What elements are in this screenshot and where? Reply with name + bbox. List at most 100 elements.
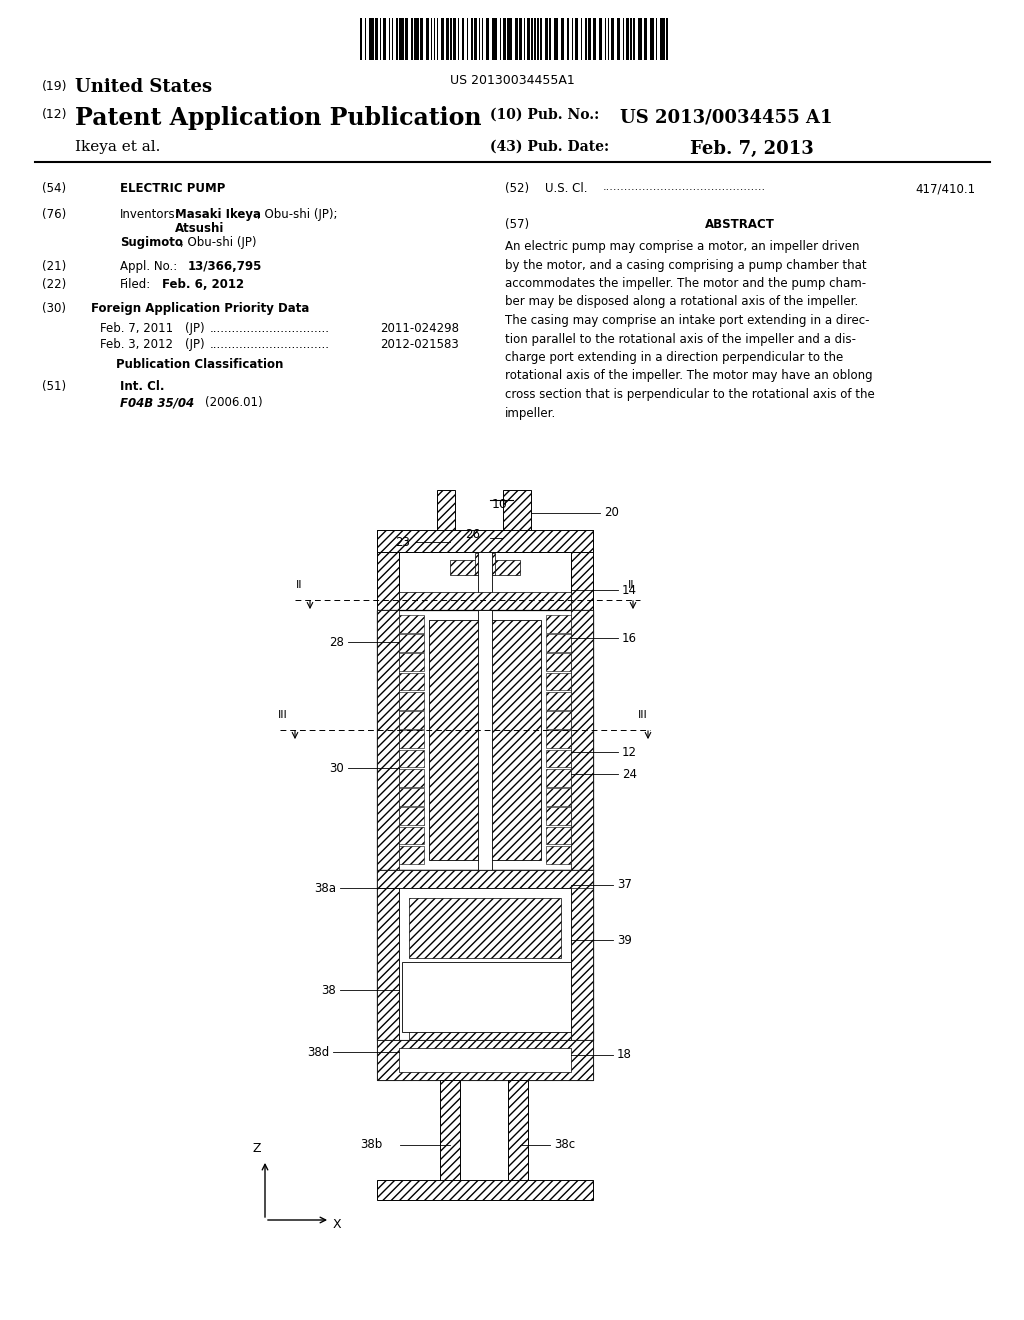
- Bar: [467, 18, 468, 59]
- Text: 39: 39: [617, 933, 632, 946]
- Bar: [514, 18, 517, 59]
- Bar: [450, 18, 452, 59]
- Bar: [630, 18, 632, 59]
- Bar: [391, 18, 393, 59]
- Bar: [546, 788, 571, 805]
- Bar: [377, 870, 399, 1040]
- Bar: [486, 18, 489, 59]
- Text: III: III: [278, 710, 288, 719]
- Text: Filed:: Filed:: [120, 279, 152, 290]
- Bar: [534, 18, 536, 59]
- Bar: [507, 18, 512, 59]
- Text: (22): (22): [42, 279, 67, 290]
- Text: III: III: [638, 710, 648, 719]
- Bar: [409, 970, 571, 1045]
- Bar: [365, 18, 366, 59]
- Bar: [458, 18, 459, 59]
- Bar: [377, 870, 593, 888]
- Bar: [610, 18, 613, 59]
- Text: (51): (51): [42, 380, 67, 393]
- Text: (JP): (JP): [185, 338, 205, 351]
- Bar: [666, 18, 668, 59]
- Bar: [519, 18, 522, 59]
- Bar: [429, 620, 541, 861]
- Bar: [567, 18, 568, 59]
- Bar: [377, 531, 593, 552]
- Bar: [546, 768, 571, 787]
- Bar: [399, 888, 571, 1040]
- Text: 13/366,795: 13/366,795: [188, 260, 262, 273]
- Text: Feb. 3, 2012: Feb. 3, 2012: [100, 338, 173, 351]
- Text: Z: Z: [253, 1142, 261, 1155]
- Bar: [492, 18, 497, 59]
- Bar: [441, 18, 444, 59]
- Text: , Obu-shi (JP): , Obu-shi (JP): [180, 236, 256, 249]
- Bar: [399, 711, 424, 729]
- Bar: [593, 18, 596, 59]
- Bar: [546, 750, 571, 767]
- Bar: [440, 1080, 460, 1191]
- Bar: [426, 18, 429, 59]
- Text: II: II: [296, 579, 302, 590]
- Bar: [503, 490, 531, 531]
- Bar: [561, 18, 564, 59]
- Text: Atsushi: Atsushi: [175, 222, 224, 235]
- Bar: [402, 962, 571, 1032]
- Bar: [604, 18, 606, 59]
- Bar: [607, 18, 609, 59]
- Text: 30: 30: [330, 762, 344, 775]
- Bar: [430, 18, 432, 59]
- Bar: [643, 18, 646, 59]
- Text: 38c: 38c: [554, 1138, 575, 1151]
- Bar: [554, 18, 558, 59]
- Text: ELECTRIC PUMP: ELECTRIC PUMP: [120, 182, 225, 195]
- Text: 2012-021583: 2012-021583: [380, 338, 459, 351]
- Text: US 20130034455A1: US 20130034455A1: [450, 74, 574, 87]
- Bar: [450, 560, 520, 576]
- Bar: [581, 18, 582, 59]
- Bar: [399, 673, 424, 690]
- Bar: [503, 18, 506, 59]
- Bar: [633, 18, 635, 59]
- Bar: [660, 18, 665, 59]
- Text: ................................: ................................: [210, 338, 330, 351]
- Bar: [420, 18, 423, 59]
- Text: (12): (12): [42, 108, 68, 121]
- Text: 20: 20: [604, 507, 618, 520]
- Text: (2006.01): (2006.01): [205, 396, 262, 409]
- Bar: [377, 1180, 593, 1200]
- Text: 14: 14: [622, 583, 637, 597]
- Text: X: X: [333, 1218, 342, 1232]
- Text: (57): (57): [505, 218, 529, 231]
- Bar: [481, 18, 483, 59]
- Bar: [399, 788, 424, 805]
- Bar: [399, 1048, 571, 1072]
- Bar: [546, 634, 571, 652]
- Bar: [445, 18, 449, 59]
- Text: 37: 37: [617, 879, 632, 891]
- Bar: [377, 610, 593, 870]
- Bar: [571, 610, 593, 870]
- Text: An electric pump may comprise a motor, an impeller driven
by the motor, and a ca: An electric pump may comprise a motor, a…: [505, 240, 874, 420]
- Text: (21): (21): [42, 260, 67, 273]
- Text: 38: 38: [322, 983, 336, 997]
- Text: Feb. 6, 2012: Feb. 6, 2012: [162, 279, 244, 290]
- Bar: [399, 692, 424, 710]
- Bar: [399, 634, 424, 652]
- Bar: [369, 18, 374, 59]
- Bar: [399, 18, 403, 59]
- Text: F04B 35/04: F04B 35/04: [120, 396, 195, 409]
- Bar: [626, 18, 629, 59]
- Bar: [598, 18, 601, 59]
- Text: (54): (54): [42, 182, 67, 195]
- Text: II: II: [628, 579, 635, 590]
- Bar: [546, 653, 571, 671]
- Text: 38d: 38d: [307, 1045, 329, 1059]
- Text: 2011-024298: 2011-024298: [380, 322, 459, 335]
- Text: (30): (30): [42, 302, 66, 315]
- Bar: [399, 750, 424, 767]
- Bar: [399, 826, 424, 845]
- Bar: [500, 18, 501, 59]
- Text: U.S. Cl.: U.S. Cl.: [545, 182, 588, 195]
- Bar: [549, 18, 551, 59]
